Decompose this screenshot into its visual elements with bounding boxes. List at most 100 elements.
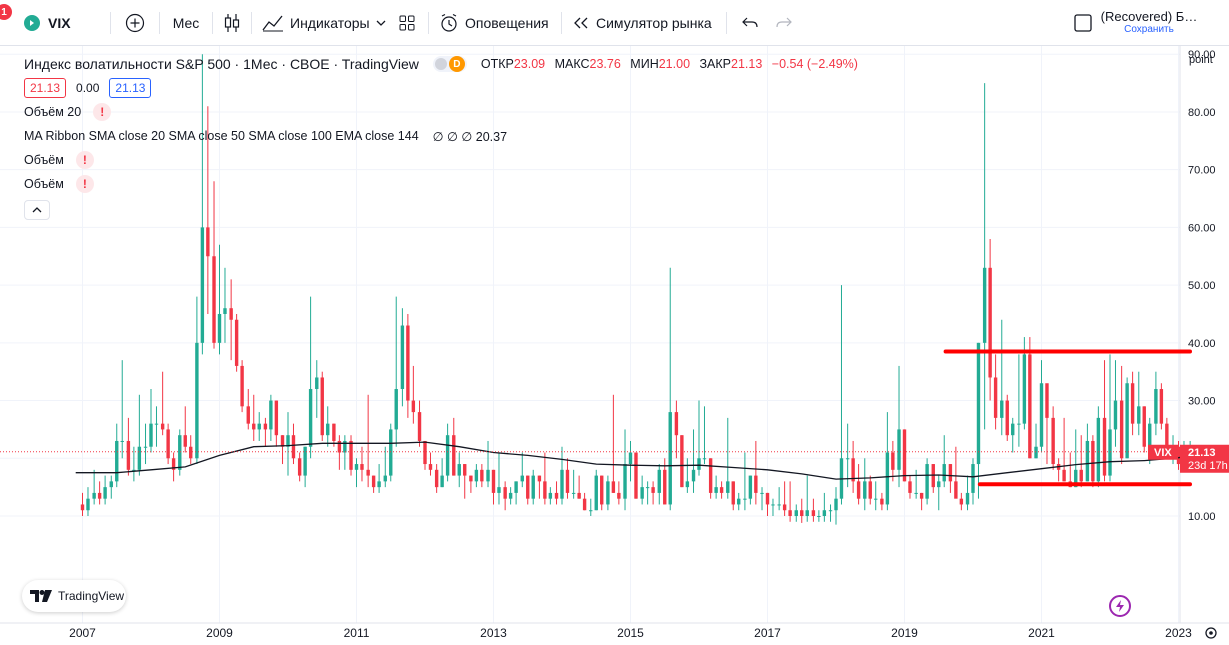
candle-body xyxy=(822,510,827,516)
candle-body xyxy=(868,481,872,499)
candle xyxy=(371,475,376,493)
layout-save-button[interactable]: (Recovered) Б… Сохранить xyxy=(1099,0,1199,46)
candle-body xyxy=(856,481,861,499)
candle-body xyxy=(623,464,627,499)
ask-button[interactable]: 21.13 xyxy=(109,78,152,98)
candle-body xyxy=(897,429,901,470)
candle-body xyxy=(640,487,644,499)
candle xyxy=(594,469,598,511)
settings-gear-button[interactable] xyxy=(1205,627,1217,639)
alerts-button[interactable]: Оповещения xyxy=(435,0,555,46)
legend-collapse-button[interactable] xyxy=(24,200,50,220)
candle-body xyxy=(389,429,393,476)
candle-body xyxy=(788,510,792,516)
undo-button[interactable] xyxy=(733,0,767,46)
chevron-up-icon xyxy=(32,207,42,213)
tradingview-logo[interactable]: TradingView xyxy=(22,580,126,612)
study-volume20[interactable]: Объём 20 ! xyxy=(24,100,864,124)
candle xyxy=(206,106,210,314)
candle-body xyxy=(166,429,170,459)
candle xyxy=(1096,406,1101,488)
time-axis[interactable]: 2007 2009 2011 2013 2015 2017 2019 2021 2023 xyxy=(69,626,1192,640)
last-price-value: 21.13 xyxy=(1188,447,1216,459)
candle xyxy=(440,458,444,488)
candle xyxy=(320,371,324,441)
candle xyxy=(1119,365,1124,465)
gear-icon[interactable] xyxy=(1205,627,1217,639)
candle-body xyxy=(548,492,553,499)
indicators-button[interactable]: Индикаторы xyxy=(258,0,370,46)
price-chart[interactable]: 10.0020.0030.0040.0050.0060.0070.0080.00… xyxy=(0,46,1229,645)
candle xyxy=(360,446,364,482)
candle-body xyxy=(486,469,490,482)
favorite-indicators-button[interactable] xyxy=(370,0,392,46)
candle-body xyxy=(423,440,427,465)
candle xyxy=(520,452,524,488)
candle xyxy=(1000,319,1004,436)
bar-replay-button[interactable]: Симулятор рынка xyxy=(568,0,720,46)
candle xyxy=(428,452,433,476)
market-status-pill[interactable]: D xyxy=(432,56,467,72)
candle xyxy=(582,492,587,511)
candle xyxy=(737,492,741,511)
candle xyxy=(183,406,187,453)
candle xyxy=(1005,394,1009,441)
study-volume-b[interactable]: Объём ! xyxy=(24,172,864,196)
symbol-tag xyxy=(1148,444,1178,460)
candle-body xyxy=(919,492,924,499)
candle xyxy=(469,475,473,493)
candle xyxy=(417,400,422,447)
compare-add-button[interactable] xyxy=(117,0,153,46)
candle-body xyxy=(708,458,713,493)
candle xyxy=(726,417,730,499)
tradingview-mark-icon xyxy=(30,590,52,602)
x-tick-label: 2021 xyxy=(1028,626,1055,640)
candle-body xyxy=(760,492,764,494)
redo-button[interactable] xyxy=(767,0,801,46)
ai-assistant-button[interactable] xyxy=(1109,595,1131,617)
candle-body xyxy=(1028,354,1032,459)
candle xyxy=(263,417,268,447)
notification-badge[interactable]: 1 xyxy=(0,4,12,20)
symbol-search-button[interactable]: VIX xyxy=(0,0,104,46)
candle xyxy=(1051,406,1055,470)
candle-body xyxy=(452,435,456,476)
candle-body xyxy=(1005,400,1009,436)
toolbar-divider xyxy=(110,11,111,34)
interval-button[interactable]: Мес xyxy=(172,14,200,31)
candle-body xyxy=(851,458,855,482)
candle xyxy=(680,435,684,488)
candle xyxy=(280,435,285,465)
warning-icon[interactable]: ! xyxy=(75,175,94,193)
y-tick-label: 70.00 xyxy=(1188,165,1216,177)
candle-body xyxy=(993,377,998,418)
candle-body xyxy=(206,227,210,257)
candle xyxy=(782,481,787,516)
candle xyxy=(954,446,958,499)
candle xyxy=(223,267,227,343)
candle xyxy=(286,412,290,476)
candle-body xyxy=(1017,423,1021,425)
candle xyxy=(914,469,918,499)
candle-body xyxy=(303,446,307,476)
candle-body xyxy=(685,481,690,488)
candle xyxy=(1159,383,1164,430)
layout-toggle-button[interactable] xyxy=(1067,0,1099,46)
candle xyxy=(434,464,439,493)
candle xyxy=(326,406,330,447)
warning-icon[interactable]: ! xyxy=(75,151,94,169)
bid-button[interactable]: 21.13 xyxy=(24,78,67,98)
candle xyxy=(189,435,193,465)
candle xyxy=(1056,458,1061,482)
templates-button[interactable] xyxy=(392,0,422,46)
study-ma-ribbon[interactable]: MA Ribbon SMA close 20 SMA close 50 SMA … xyxy=(24,124,864,148)
candle xyxy=(1045,383,1049,465)
candle xyxy=(1125,377,1129,459)
candle xyxy=(212,181,216,349)
candle xyxy=(92,469,96,505)
candle-body xyxy=(217,313,222,343)
warning-icon[interactable]: ! xyxy=(93,103,112,121)
study-volume-a[interactable]: Объём ! xyxy=(24,148,864,172)
legend-title[interactable]: Индекс волатильности S&P 500 · 1Мес · CB… xyxy=(24,56,419,72)
chart-type-button[interactable] xyxy=(219,0,245,46)
